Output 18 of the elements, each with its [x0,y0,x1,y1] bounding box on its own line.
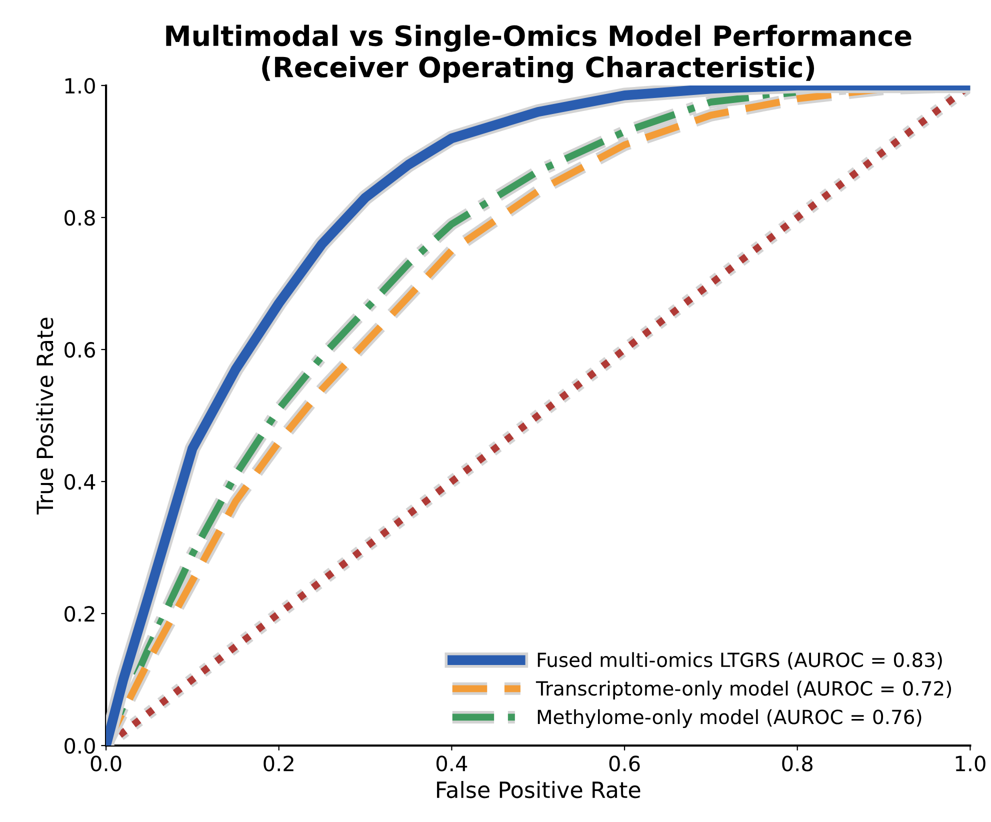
x-axis-title: False Positive Rate [437,780,640,798]
legend-label: Transcriptome-only model (AUROC = 0.72) [536,680,952,700]
x-tick-label: 0.0 [90,756,122,772]
x-tick-label: 0.4 [436,756,468,772]
y-axis-title: True Positive Rate [36,318,54,515]
x-tick-label: 1.0 [956,756,986,772]
x-tick-label: 0.8 [782,756,812,772]
y-tick-label: 1.0 [65,78,95,94]
x-tick-label: 0.6 [609,756,640,772]
legend-label: Methylome-only model (AUROC = 0.76) [538,709,922,728]
y-tick-label: 0.8 [64,210,95,226]
y-tick-label: 0.2 [64,606,94,622]
legend-label: Fused multi-omics LTGRS (AUROC = 0.83) [538,652,942,670]
y-tick-label: 0.4 [64,474,96,490]
y-tick-label: 0.0 [64,738,95,754]
chart-title: Multimodal vs Single-Omics Model Performance (Receiver Operating Characteristic) [166,24,912,84]
y-tick-label: 0.6 [64,342,96,358]
x-tick-label: 0.2 [264,756,294,772]
